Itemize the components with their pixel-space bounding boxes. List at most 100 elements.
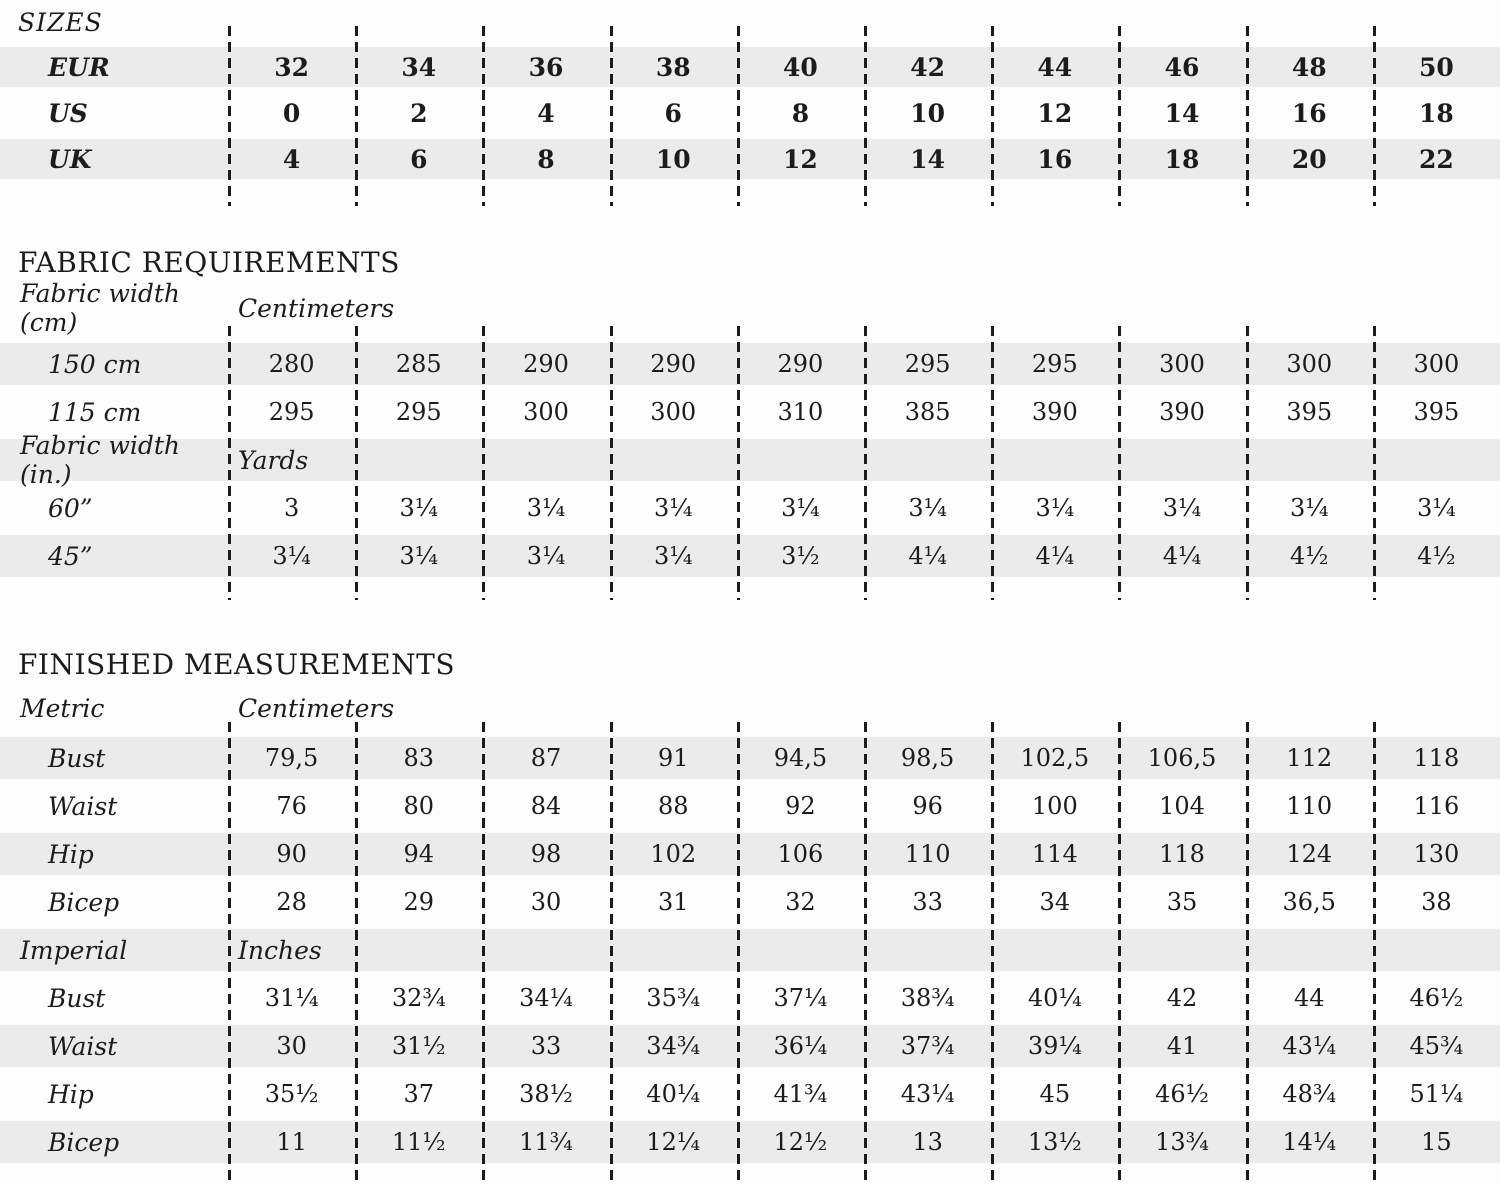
table-row-bust-in: Bust 31¼ 32¾ 34¼ 35¾ 37¼ 38¾ 40¼ 42 44 46½ — [0, 974, 1500, 1022]
table-cell: 39¼ — [1027, 1032, 1082, 1060]
table-row-115cm: 115 cm 295 295 300 300 310 385 390 390 395 395 — [0, 388, 1500, 436]
table-row-waist-cm: Waist 76 80 84 88 92 96 100 104 110 116 — [0, 782, 1500, 830]
table-cell: 31¼ — [264, 984, 319, 1012]
table-cell: 38 — [655, 52, 691, 82]
table-cell: 2 — [410, 98, 428, 128]
table-cell: 116 — [1413, 792, 1460, 820]
table-cell: 34 — [401, 52, 437, 82]
table-cell: 18 — [1164, 144, 1200, 174]
table-cell: 87 — [530, 744, 562, 772]
table-cell: 32 — [785, 888, 816, 916]
table-cell: 16 — [1291, 98, 1327, 128]
table-cell: 80 — [403, 792, 435, 820]
table-cell: 94,5 — [773, 744, 828, 772]
table-cell: 45¾ — [1409, 1032, 1464, 1060]
table-cell: 84 — [530, 792, 562, 820]
table-cell: 44 — [1293, 984, 1325, 1012]
row-values: 30 31½ 33 34¾ 36¼ 37¾ 39¼ 41 43¼ 45¾ — [228, 1032, 1500, 1060]
row-label: 45” — [48, 541, 93, 571]
table-cell: 104 — [1159, 792, 1205, 820]
row-label: 60” — [48, 493, 93, 523]
row-label: Bicep — [48, 887, 120, 917]
row-label: Bust — [48, 983, 106, 1013]
table-cell: 110 — [1286, 792, 1333, 820]
table-cell: 12¼ — [646, 1128, 701, 1156]
group-label: Metric — [20, 693, 105, 723]
table-cell: 76 — [276, 792, 307, 820]
table-cell: 14¼ — [1282, 1128, 1337, 1156]
row-label: 150 cm — [48, 349, 142, 379]
table-cell: 90 — [276, 840, 307, 868]
row-values: 35½ 37 38½ 40¼ 41¾ 43¼ 45 46½ 48¾ 51¼ — [228, 1080, 1500, 1108]
table-cell: 34¼ — [519, 984, 573, 1012]
sizes-table: EUR 32 34 36 38 40 42 44 46 48 50 US 0 2 4 6 8 10 12 14 1… — [0, 26, 1500, 206]
row-values: 0 2 4 6 8 10 12 14 16 18 — [228, 99, 1500, 128]
table-cell: 295 — [268, 398, 315, 426]
table-cell: 390 — [1031, 398, 1078, 426]
table-cell: 3¼ — [908, 494, 947, 522]
unit-label: Yards — [238, 445, 309, 475]
row-label: UK — [48, 144, 92, 174]
table-cell: 285 — [395, 350, 442, 378]
table-cell: 44 — [1037, 52, 1073, 82]
row-values: 76 80 84 88 92 96 100 104 110 116 — [228, 792, 1500, 820]
table-cell: 33 — [912, 888, 943, 916]
fabric-requirements-section: FABRIC REQUIREMENTS Fabric width (cm) Ce… — [0, 246, 1500, 600]
table-cell: 12 — [1037, 98, 1073, 128]
table-cell: 31½ — [391, 1032, 446, 1060]
table-cell: 38¾ — [900, 984, 955, 1012]
table-cell: 385 — [904, 398, 951, 426]
table-cell: 112 — [1286, 744, 1333, 772]
group-label: Fabric width (cm) — [20, 279, 180, 337]
table-cell: 31 — [657, 888, 689, 916]
table-cell: 3¼ — [1035, 494, 1075, 522]
table-cell: 8 — [791, 98, 810, 128]
table-cell: 16 — [1037, 144, 1073, 174]
table-cell: 295 — [1031, 350, 1078, 378]
row-label: Bicep — [48, 1127, 120, 1157]
table-cell: 300 — [650, 398, 697, 426]
table-cell: 98,5 — [900, 744, 955, 772]
table-cell: 96 — [912, 792, 943, 820]
table-cell: 30 — [530, 888, 562, 916]
table-cell: 13 — [912, 1128, 943, 1156]
table-cell: 36 — [528, 52, 564, 82]
table-cell: 37¾ — [900, 1032, 955, 1060]
table-cell: 130 — [1413, 840, 1460, 868]
row-label: EUR — [48, 52, 110, 82]
finished-table: Bust 79,5 83 87 91 94,5 98,5 102,5 106,5 112 118 … — [0, 722, 1500, 1182]
table-cell: 102,5 — [1020, 744, 1090, 772]
table-cell: 48 — [1291, 52, 1327, 82]
table-cell: 124 — [1286, 840, 1333, 868]
row-values: 295 295 300 300 310 385 390 390 395 395 — [228, 398, 1500, 426]
table-cell: 395 — [1286, 398, 1333, 426]
table-cell: 41¾ — [773, 1080, 828, 1108]
table-row-bicep-in: Bicep 11 11½ 11¾ 12¼ 12½ 13 13½ 13¾ 14¼ 15 — [0, 1118, 1500, 1166]
table-cell: 390 — [1159, 398, 1205, 426]
fabric-cm-subheader: Fabric width (cm) Centimeters — [0, 279, 1500, 337]
table-cell: 91 — [657, 744, 689, 772]
table-cell: 92 — [785, 792, 816, 820]
table-cell: 46 — [1164, 52, 1200, 82]
table-row-us: US 0 2 4 6 8 10 12 14 16 18 — [0, 90, 1500, 136]
table-cell: 18 — [1419, 98, 1454, 128]
table-row-eur: EUR 32 34 36 38 40 42 44 46 48 50 — [0, 44, 1500, 90]
unit-label: Inches — [238, 935, 322, 965]
table-row-150cm: 150 cm 280 285 290 290 290 295 295 300 300 300 — [0, 340, 1500, 388]
table-cell: 11½ — [391, 1128, 446, 1156]
table-cell: 4½ — [1417, 542, 1456, 570]
table-cell: 88 — [657, 792, 689, 820]
table-cell: 94 — [403, 840, 435, 868]
table-cell: 14 — [1164, 98, 1200, 128]
row-label: Hip — [48, 839, 94, 869]
table-cell: 36¼ — [773, 1032, 828, 1060]
row-values: 31¼ 32¾ 34¼ 35¾ 37¼ 38¾ 40¼ 42 44 46½ — [228, 984, 1500, 1012]
table-cell: 290 — [777, 350, 824, 378]
table-cell: 35½ — [264, 1080, 319, 1108]
unit-label: Centimeters — [238, 693, 395, 723]
table-cell: 37¼ — [773, 984, 828, 1012]
row-label: 115 cm — [48, 397, 142, 427]
table-cell: 3¼ — [399, 494, 439, 522]
group-label: Fabric width (in.) — [20, 431, 180, 489]
